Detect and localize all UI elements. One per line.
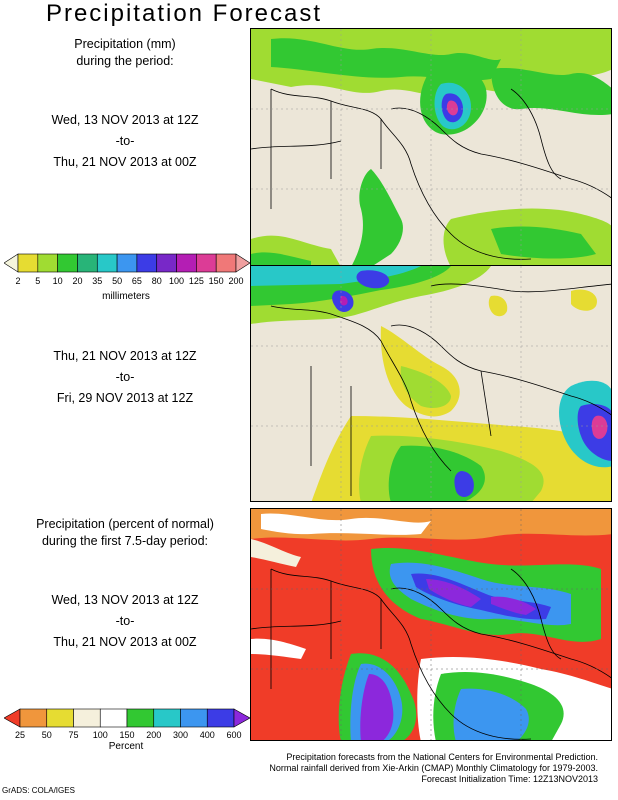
colorbar-mm-tick-label: 5 (35, 276, 41, 286)
colorbar-mm-box (176, 253, 197, 273)
colorbar-mm-tick-label: 65 (131, 276, 142, 286)
map-panel-week2-precip (250, 265, 612, 502)
panel3-heading-line2: during the first 7.5-day period: (41, 534, 209, 548)
footer-line3: Forecast Initialization Time: 12Z13NOV20… (421, 774, 598, 784)
colorbar-mm-box (156, 253, 177, 273)
panel2-end-date: Fri, 29 NOV 2013 at 12Z (56, 391, 194, 405)
colorbar-mm-unit: millimeters (102, 291, 150, 302)
colorbar-mm-box (196, 253, 217, 273)
colorbar-mm-tick-label: 10 (52, 276, 63, 286)
colorbar-percent-tick-label: 75 (68, 730, 79, 740)
panel1-heading-line1: Precipitation (mm) (74, 37, 176, 51)
colorbar-percent-box (153, 708, 181, 728)
colorbar-percent-box (19, 708, 48, 728)
colorbar-mm-right-tip (235, 253, 250, 273)
colorbar-mm-box (37, 253, 58, 273)
colorbar-percent-right-tip (233, 708, 250, 728)
panel3-to: -to- (115, 614, 135, 628)
colorbar-percent (4, 708, 250, 728)
colorbar-percent-tick-label: 100 (92, 730, 108, 740)
panel1-end-date: Thu, 21 NOV 2013 at 00Z (53, 155, 197, 169)
footer-line2: Normal rainfall derived from Xie-Arkin (… (269, 763, 598, 773)
colorbar-percent-tick-label: 25 (14, 730, 26, 740)
panel1-to: -to- (115, 134, 135, 148)
precip-shading (251, 29, 611, 265)
colorbar-mm-box (136, 253, 158, 273)
colorbar-mm-box (77, 253, 98, 273)
colorbar-mm-tick-label: 50 (112, 276, 123, 286)
gridlines (251, 266, 611, 501)
panel2-start-date: Thu, 21 NOV 2013 at 12Z (53, 349, 197, 363)
coastlines (251, 88, 611, 260)
colorbar-mm-tick-label: 80 (151, 276, 162, 286)
grads-credit: GrADS: COLA/IGES (2, 786, 75, 795)
colorbar-percent-tick-label: 300 (172, 730, 189, 740)
panel1-start-date: Wed, 13 NOV 2013 at 12Z (51, 113, 199, 127)
colorbar-mm-tick-label: 35 (92, 276, 103, 286)
gridlines (251, 509, 611, 740)
map-panel-percent-of-normal (250, 508, 612, 741)
colorbar-mm-box (116, 253, 138, 273)
percent-shading (251, 509, 611, 740)
colorbar-mm-left-tip (4, 253, 19, 273)
panel3-end-date: Thu, 21 NOV 2013 at 00Z (53, 635, 197, 649)
coastlines (270, 283, 611, 496)
colorbar-mm-tick-label: 2 (15, 276, 21, 286)
colorbar-percent-box (46, 708, 74, 728)
colorbar-mm-tick-label: 125 (188, 276, 204, 286)
panel3-heading-line1: Precipitation (percent of normal) (36, 517, 214, 531)
colorbar-percent-left-tip (4, 708, 21, 728)
colorbar-percent-tick-label: 400 (199, 730, 215, 740)
precip-shading (251, 266, 611, 501)
colorbar-percent-tick-label: 200 (146, 730, 162, 740)
colorbar-mm-tick-label: 150 (208, 276, 224, 286)
panel3-start-date: Wed, 13 NOV 2013 at 12Z (51, 593, 199, 607)
colorbar-percent-box (180, 708, 208, 728)
colorbar-mm-box (57, 253, 78, 273)
colorbar-percent-unit: Percent (108, 741, 144, 752)
colorbar-mm-tick-label: 20 (72, 276, 83, 286)
colorbar-percent-tick-label: 600 (226, 730, 242, 740)
colorbar-percent-box (99, 708, 128, 728)
coastlines (251, 568, 611, 740)
colorbar-mm-tick-label: 100 (169, 276, 185, 286)
page-title: Precipitation Forecast (45, 0, 323, 27)
colorbar-mm-tick-label: 200 (228, 276, 244, 286)
colorbar-mm (4, 253, 250, 273)
colorbar-mm-box (96, 253, 118, 273)
colorbar-percent-tick-label: 150 (119, 730, 135, 740)
panel1-heading-line2: during the period: (76, 54, 174, 68)
colorbar-percent-box (73, 708, 101, 728)
map-panel-week1-precip (250, 28, 612, 266)
colorbar-mm-box (215, 253, 237, 273)
gridlines (251, 29, 611, 265)
colorbar-mm-box (17, 253, 39, 273)
panel2-to: -to- (115, 370, 135, 384)
footer-line1: Precipitation forecasts from the Nationa… (286, 752, 598, 762)
colorbar-percent-tick-label: 50 (41, 730, 52, 740)
colorbar-percent-box (206, 708, 235, 728)
colorbar-percent-box (126, 708, 155, 728)
